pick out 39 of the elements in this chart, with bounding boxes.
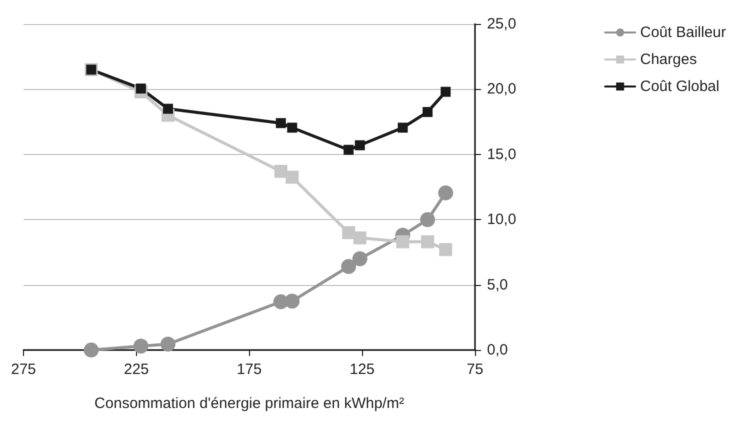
- point: [274, 164, 288, 178]
- x-tick-label: 275: [11, 361, 36, 378]
- point: [162, 104, 173, 114]
- point: [84, 342, 99, 358]
- point: [440, 86, 451, 97]
- point: [421, 235, 434, 248]
- x-tick-label: 75: [466, 361, 484, 378]
- y-tick-label: 25,0: [487, 16, 516, 32]
- point: [160, 336, 176, 352]
- x-tick-label: 175: [236, 361, 262, 378]
- point: [353, 231, 366, 244]
- point: [439, 243, 452, 256]
- legend-label: Charges: [640, 51, 697, 68]
- x-tick-label: 225: [124, 361, 149, 378]
- point: [136, 84, 146, 94]
- point: [341, 259, 356, 274]
- point: [344, 144, 354, 155]
- point: [284, 294, 300, 309]
- point: [396, 235, 410, 248]
- legend-label: Coût Global: [640, 78, 720, 95]
- y-tick-label: 10,0: [487, 211, 516, 228]
- legend-label: Coût Bailleur: [640, 24, 726, 41]
- point: [422, 107, 433, 118]
- x-axis-title: Consommation d'énergie primaire en kWhp/m²: [94, 395, 404, 412]
- point: [133, 338, 148, 354]
- point: [287, 122, 298, 133]
- y-tick-label: 15,0: [487, 146, 516, 163]
- point: [352, 251, 368, 266]
- point: [420, 212, 436, 228]
- x-tick-label: 125: [350, 361, 375, 378]
- y-tick-label: 20,0: [487, 80, 516, 98]
- point: [286, 170, 299, 184]
- point: [354, 140, 365, 150]
- point: [438, 185, 454, 200]
- y-tick-label: 5,0: [487, 276, 508, 294]
- y-tick-label: 0,0: [487, 342, 508, 358]
- point: [342, 226, 356, 240]
- point: [398, 122, 408, 133]
- point: [276, 118, 286, 128]
